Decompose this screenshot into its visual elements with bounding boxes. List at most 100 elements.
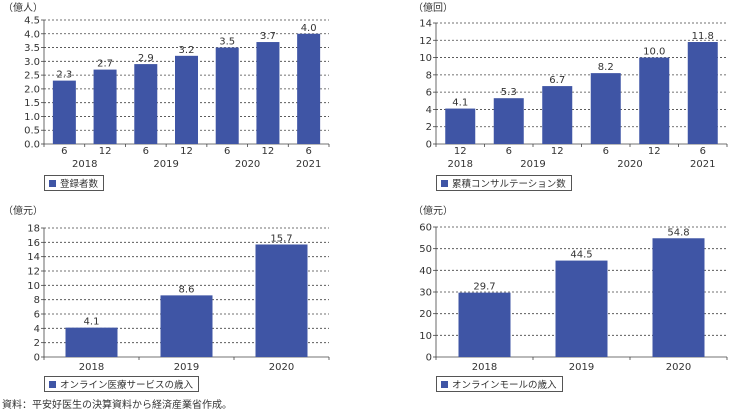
data-label: 10.0 xyxy=(643,47,665,58)
category-label: 6 xyxy=(506,146,512,157)
y-unit-label: （億元） xyxy=(413,204,453,217)
data-label: 2.9 xyxy=(138,53,154,64)
y-tick-label: 10 xyxy=(27,281,40,292)
bar xyxy=(542,86,573,144)
year-group-label: 2020 xyxy=(617,159,642,170)
category-label: 12 xyxy=(551,146,564,157)
category-label: 12 xyxy=(180,146,193,157)
data-label: 8.2 xyxy=(598,62,614,73)
data-label: 54.8 xyxy=(667,227,689,238)
y-tick-label: 10 xyxy=(419,331,432,342)
chart-online-mall-revenue: （億元） 0 10 20 30 40 50 60 29.7 2018 44.5 2019 54.8 202… xyxy=(413,204,728,372)
category-label: 2018 xyxy=(79,362,104,372)
category-label: 12 xyxy=(454,146,467,157)
y-tick-label: 0 xyxy=(426,353,432,364)
year-group-label: 2021 xyxy=(296,159,321,170)
bar xyxy=(639,57,670,145)
bar xyxy=(555,260,608,357)
y-tick-label: 2.0 xyxy=(24,84,40,95)
y-tick-label: 12 xyxy=(27,267,40,278)
bar xyxy=(93,69,117,144)
category-label: 2020 xyxy=(269,362,294,372)
data-label: 11.8 xyxy=(692,31,714,42)
year-group-label: 2020 xyxy=(235,159,260,170)
bar xyxy=(687,42,718,145)
bar xyxy=(652,238,705,357)
category-label: 6 xyxy=(305,146,311,157)
bar xyxy=(65,327,118,357)
year-group-label: 2019 xyxy=(153,159,178,170)
y-tick-label: 4.0 xyxy=(24,29,40,40)
data-label: 44.5 xyxy=(570,250,592,261)
bar xyxy=(52,80,76,144)
y-tick-label: 0 xyxy=(34,353,40,364)
y-tick-label: 8 xyxy=(426,70,432,81)
category-label: 6 xyxy=(143,146,149,157)
y-tick-label: 1.0 xyxy=(24,112,40,123)
legend-online-mall-revenue: オンラインモールの歳入 xyxy=(436,376,563,392)
y-tick-label: 0 xyxy=(426,140,432,151)
y-tick-label: 12 xyxy=(419,36,432,47)
category-label: 12 xyxy=(648,146,661,157)
legend-label: 登録者数 xyxy=(60,179,99,190)
category-label: 12 xyxy=(262,146,275,157)
category-label: 2019 xyxy=(569,362,594,372)
bar xyxy=(215,47,239,144)
y-tick-label: 3.0 xyxy=(24,57,40,68)
legend-swatch xyxy=(49,179,56,187)
data-label: 2.3 xyxy=(56,70,72,81)
data-label: 3.2 xyxy=(179,45,195,56)
y-tick-label: 0.5 xyxy=(24,126,40,137)
year-group-label: 2018 xyxy=(72,159,97,170)
y-tick-label: 10 xyxy=(419,53,432,64)
y-tick-label: 4 xyxy=(34,324,40,335)
bar xyxy=(175,55,198,145)
legend-label: オンライン医療サービスの歳入 xyxy=(60,380,194,391)
source-note: 資料：平安好医生の決算資料から経済産業省作成。 xyxy=(2,400,232,411)
y-tick-label: 2 xyxy=(34,338,40,349)
y-tick-label: 6 xyxy=(34,310,40,321)
legend-label: 累積コンサルテーション数 xyxy=(452,179,566,190)
y-tick-label: 8 xyxy=(34,295,40,306)
data-label: 2.7 xyxy=(97,59,113,70)
y-tick-label: 6 xyxy=(426,88,432,99)
category-label: 6 xyxy=(700,146,706,157)
chart-registered-users: （億人） 0.0 0.5 1.0 1.5 2.0 2.5 3.0 3.5 4.0 4.5 2.3 6 2.… xyxy=(3,1,330,170)
data-label: 6.7 xyxy=(549,75,565,86)
y-unit-label: （億元） xyxy=(3,204,43,217)
data-label: 4.1 xyxy=(452,98,468,109)
y-tick-label: 20 xyxy=(419,309,432,320)
data-label: 29.7 xyxy=(473,282,495,293)
y-tick-label: 14 xyxy=(27,252,40,263)
y-tick-label: 2.5 xyxy=(24,71,40,82)
legend-online-medical-revenue: オンライン医療サービスの歳入 xyxy=(44,376,200,392)
bar xyxy=(255,244,308,357)
legend-registered-users: 登録者数 xyxy=(44,175,105,191)
bar xyxy=(297,33,321,144)
data-label: 4.1 xyxy=(84,317,100,328)
legend-swatch xyxy=(441,380,448,388)
legend-swatch xyxy=(441,179,448,187)
y-tick-label: 40 xyxy=(419,266,432,277)
category-label: 6 xyxy=(224,146,230,157)
category-label: 12 xyxy=(99,146,112,157)
bar xyxy=(134,64,158,144)
bar xyxy=(493,98,524,144)
category-label: 2018 xyxy=(472,362,497,372)
data-label: 5.3 xyxy=(501,87,517,98)
data-label: 4.0 xyxy=(301,23,317,34)
data-label: 3.5 xyxy=(219,37,235,48)
legend-swatch xyxy=(49,380,56,388)
data-label: 15.7 xyxy=(270,233,292,244)
category-label: 6 xyxy=(603,146,609,157)
legend-cumulative-consultations: 累積コンサルテーション数 xyxy=(436,175,572,191)
category-label: 2019 xyxy=(174,362,199,372)
chart-cumulative-consultations: （億回） 0 2 4 6 8 10 12 14 4.1 12 5.3 6 6.7 12 8.2 6 10.0 12 1… xyxy=(413,1,728,170)
y-tick-label: 60 xyxy=(419,223,432,234)
bar xyxy=(445,108,476,144)
y-tick-label: 4 xyxy=(426,105,432,116)
legend-label: オンラインモールの歳入 xyxy=(452,380,557,391)
y-tick-label: 3.5 xyxy=(24,43,40,54)
y-unit-label: （億人） xyxy=(3,1,43,14)
data-label: 8.6 xyxy=(179,284,195,295)
